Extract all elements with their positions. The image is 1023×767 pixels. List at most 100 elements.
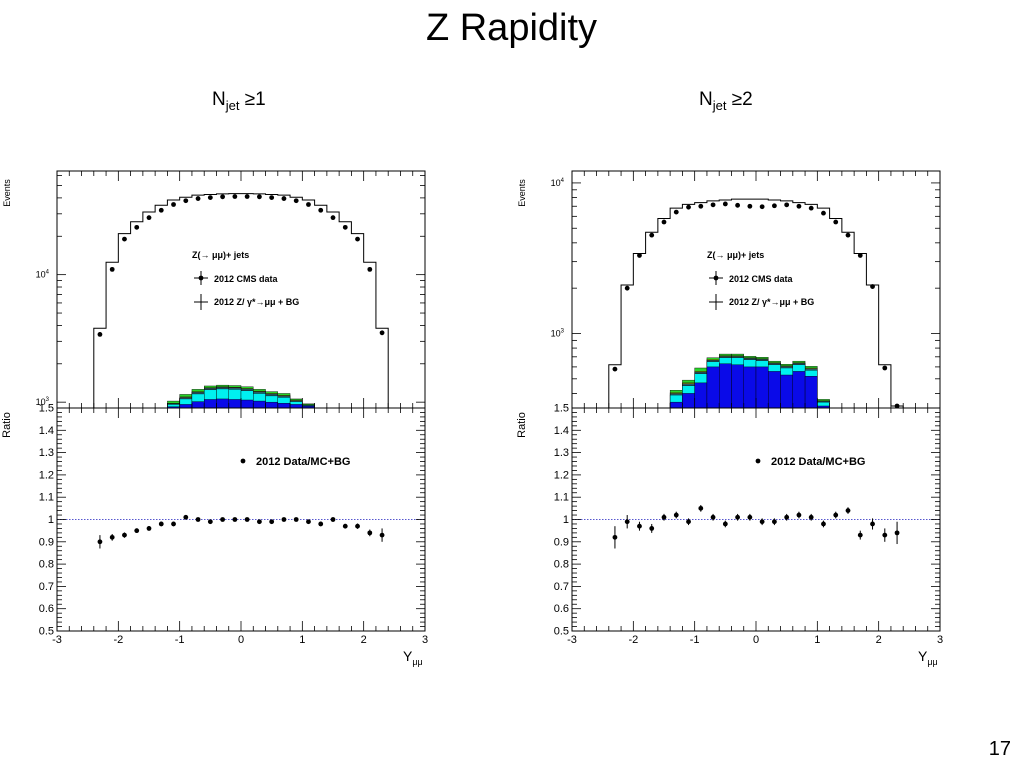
ratio-legend-label: 2012 Data/MC+BG (256, 456, 350, 468)
ratio-x-tick-label: -2 (113, 634, 123, 646)
ratio-point (784, 514, 790, 520)
data-point (183, 198, 189, 204)
top-y-tick-label: 103 (551, 328, 565, 338)
ratio-y-tick-label: 0.6 (554, 603, 569, 615)
data-point (244, 194, 250, 199)
ratio-point (342, 523, 348, 529)
data-point (367, 266, 373, 272)
ratio-point (882, 532, 888, 538)
ratio-point (207, 519, 213, 525)
ratio-y-tick-label: 0.5 (554, 626, 569, 638)
ratio-y-tick-label: 1.3 (554, 447, 569, 459)
ratio-point (747, 514, 753, 520)
data-point (134, 224, 140, 230)
slide-title: Z Rapidity (425, 7, 598, 49)
top-y-tick-exp: 4 (46, 270, 50, 276)
legend-title: Z(→ μμ)+ jets (192, 250, 249, 260)
data-point (379, 330, 385, 336)
data-point (195, 196, 201, 201)
mc-total-histogram (608, 198, 904, 408)
ratio-y-tick-label: 0.8 (39, 559, 54, 571)
data-point (612, 366, 618, 372)
ratio-point (146, 526, 152, 531)
bg-bar-blue (743, 366, 757, 409)
data-point (796, 203, 802, 209)
panel-title-main: N (699, 89, 713, 110)
ratio-point (293, 517, 299, 522)
ratio-legend-label: 2012 Data/MC+BG (771, 456, 865, 468)
ratio-point (661, 514, 667, 520)
bg-bar-blue (731, 364, 744, 409)
ratio-point (367, 530, 373, 536)
ratio-x-tick-label: 0 (238, 634, 244, 646)
ratio-y-tick-label: 1.2 (554, 469, 569, 481)
ratio-legend-marker (755, 458, 761, 464)
ratio-x-tick-label: 3 (937, 634, 943, 646)
data-point (207, 195, 213, 201)
ratio-x-axis-label: Yμμ (918, 648, 938, 667)
ratio-point (355, 523, 360, 529)
data-point (355, 236, 360, 242)
data-point (624, 285, 630, 291)
ratio-y-tick-label: 0.9 (554, 536, 569, 548)
ratio-y-tick-label: 0.8 (554, 559, 569, 571)
data-point (698, 203, 704, 209)
ratio-y-axis-label: Ratio (516, 412, 528, 438)
top-y-tick-exp: 3 (46, 397, 50, 403)
data-point (686, 204, 691, 210)
ratio-point (318, 521, 324, 527)
data-point (857, 253, 863, 258)
ratio-point (649, 526, 655, 531)
data-point (109, 266, 115, 272)
top-y-axis-label: Events (2, 179, 12, 207)
data-point (747, 203, 753, 209)
data-point (171, 202, 176, 207)
data-point (673, 209, 679, 215)
ratio-point (232, 517, 238, 522)
mc-total-histogram (93, 193, 389, 408)
bg-bar-blue (253, 400, 266, 409)
ratio-x-tick-label: 2 (361, 634, 367, 646)
ratio-x-axis-label-sub: μμ (412, 657, 422, 667)
top-y-tick-exp: 4 (561, 178, 565, 184)
ratio-x-axis-label-sub: μμ (927, 657, 937, 667)
bg-bar-blue (240, 399, 254, 409)
data-point (220, 194, 226, 200)
top-y-tick-exp: 3 (561, 328, 565, 334)
ratio-y-tick-label: 0.9 (39, 536, 54, 548)
ratio-y-tick-label: 1.4 (39, 425, 54, 437)
top-pad-frame (56, 170, 426, 409)
top-y-tick-base: 10 (551, 178, 561, 188)
bg-bar-blue (768, 371, 781, 409)
ratio-point (894, 530, 900, 536)
ratio-point (379, 532, 385, 538)
ratio-x-tick-label: 2 (876, 634, 882, 646)
data-point (257, 194, 262, 200)
data-point (637, 253, 642, 258)
ratio-point (195, 517, 201, 522)
bg-bar-blue (265, 401, 278, 409)
ratio-point (183, 514, 189, 520)
data-point (821, 210, 826, 216)
ratio-point (759, 519, 765, 525)
data-point (122, 236, 127, 242)
ratio-point (857, 532, 863, 538)
bg-bar-blue (669, 401, 683, 409)
ratio-y-tick-label: 0.7 (39, 581, 54, 593)
data-point (146, 215, 152, 221)
ratio-x-tick-label: -1 (175, 634, 185, 646)
ratio-point (624, 519, 630, 525)
data-point (281, 196, 287, 201)
ratio-x-tick-label: -1 (690, 634, 700, 646)
bg-bar-blue (228, 399, 242, 409)
bg-bar-blue (216, 398, 229, 409)
ratio-x-axis-label: Yμμ (403, 648, 423, 667)
bg-bar-blue (706, 366, 720, 409)
ratio-x-tick-label: 3 (422, 634, 428, 646)
ratio-x-tick-label: -2 (628, 634, 638, 646)
top-y-tick-base: 10 (36, 270, 46, 280)
ratio-x-tick-label: -3 (52, 634, 62, 646)
legend-data-label: 2012 CMS data (729, 274, 794, 284)
ratio-y-tick-label: 1 (563, 514, 569, 526)
